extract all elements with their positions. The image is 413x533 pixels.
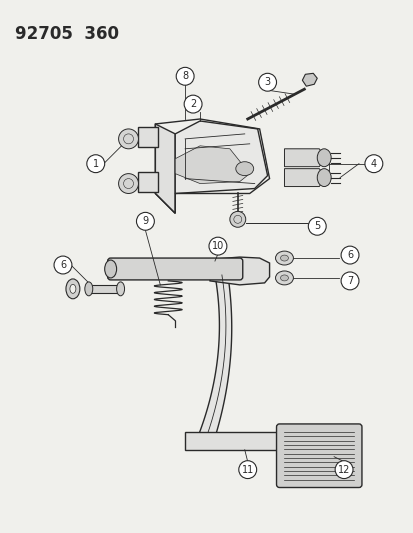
Polygon shape (88, 285, 120, 293)
Polygon shape (175, 146, 249, 183)
Ellipse shape (66, 279, 80, 299)
Circle shape (176, 67, 194, 85)
Text: 11: 11 (241, 465, 253, 474)
Text: 9: 9 (142, 216, 148, 227)
Ellipse shape (275, 251, 293, 265)
Ellipse shape (116, 282, 124, 296)
Text: 10: 10 (211, 241, 223, 251)
Text: 12: 12 (337, 465, 349, 474)
Polygon shape (301, 74, 316, 86)
Circle shape (238, 461, 256, 479)
Text: 6: 6 (346, 250, 352, 260)
Text: 6: 6 (60, 260, 66, 270)
Circle shape (340, 272, 358, 290)
Ellipse shape (104, 260, 116, 278)
Text: 8: 8 (182, 71, 188, 82)
Polygon shape (284, 168, 321, 187)
Text: 7: 7 (346, 276, 352, 286)
Polygon shape (175, 121, 267, 193)
Circle shape (87, 155, 104, 173)
Ellipse shape (235, 161, 253, 175)
Text: 2: 2 (190, 99, 196, 109)
Circle shape (258, 74, 276, 91)
Circle shape (118, 174, 138, 193)
Polygon shape (209, 257, 269, 285)
Circle shape (54, 256, 72, 274)
FancyBboxPatch shape (276, 424, 361, 488)
Circle shape (364, 155, 382, 173)
Ellipse shape (85, 282, 93, 296)
Text: 5: 5 (313, 221, 320, 231)
Ellipse shape (70, 285, 76, 293)
FancyBboxPatch shape (107, 258, 242, 280)
Ellipse shape (280, 275, 288, 281)
Text: 1: 1 (93, 159, 99, 168)
Ellipse shape (316, 149, 330, 167)
Circle shape (118, 129, 138, 149)
Polygon shape (195, 275, 231, 444)
Ellipse shape (316, 168, 330, 187)
Polygon shape (284, 149, 321, 167)
Ellipse shape (275, 271, 293, 285)
Circle shape (308, 217, 325, 235)
Text: 92705  360: 92705 360 (15, 25, 119, 43)
Ellipse shape (280, 255, 288, 261)
Circle shape (340, 246, 358, 264)
Circle shape (229, 212, 245, 227)
Polygon shape (185, 432, 294, 450)
Circle shape (184, 95, 202, 113)
Text: 4: 4 (370, 159, 376, 168)
Circle shape (136, 212, 154, 230)
Circle shape (335, 461, 352, 479)
Polygon shape (138, 172, 158, 191)
Circle shape (209, 237, 226, 255)
Polygon shape (155, 124, 175, 213)
Text: 3: 3 (264, 77, 270, 87)
Polygon shape (138, 127, 158, 147)
